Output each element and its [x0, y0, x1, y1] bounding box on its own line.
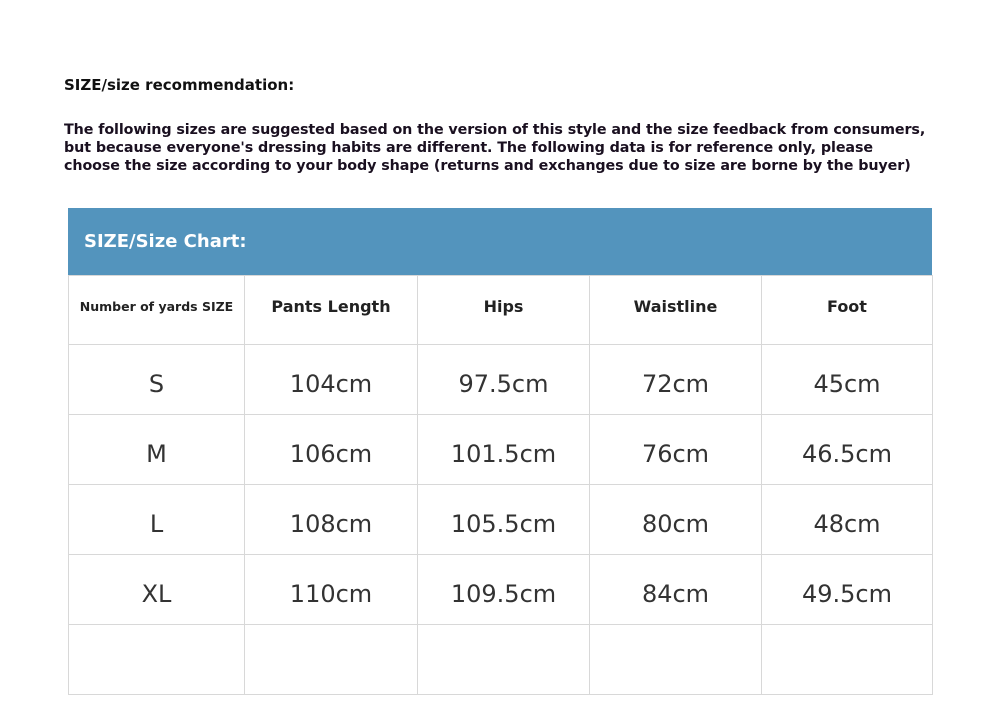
table-header-row: Number of yards SIZE Pants Length Hips Wais… — [68, 275, 933, 345]
table-row: XL 110cm 109.5cm 84cm 49.5cm — [68, 554, 933, 625]
table-cell: 49.5cm — [761, 554, 933, 625]
table-cell: 46.5cm — [761, 414, 933, 485]
table-row — [68, 624, 933, 695]
table-cell: 108cm — [244, 484, 418, 555]
table-cell: S — [68, 344, 245, 415]
size-table: Number of yards SIZE Pants Length Hips Wais… — [68, 275, 933, 695]
table-cell: M — [68, 414, 245, 485]
size-chart-heading: SIZE/Size Chart: — [68, 208, 932, 275]
table-cell: 109.5cm — [417, 554, 590, 625]
intro-text: The following sizes are suggested based … — [64, 122, 926, 174]
table-row: M 106cm 101.5cm 76cm 46.5cm — [68, 414, 933, 485]
table-cell: 106cm — [244, 414, 418, 485]
table-cell — [417, 624, 590, 695]
table-cell: 101.5cm — [417, 414, 590, 485]
column-header: Hips — [417, 275, 590, 345]
page-title: SIZE/size recommendation: — [64, 76, 295, 94]
column-header: Pants Length — [244, 275, 418, 345]
table-cell — [68, 624, 245, 695]
table-cell: 72cm — [589, 344, 762, 415]
table-cell: 105.5cm — [417, 484, 590, 555]
table-cell: 45cm — [761, 344, 933, 415]
table-cell: 110cm — [244, 554, 418, 625]
table-cell: XL — [68, 554, 245, 625]
table-cell — [589, 624, 762, 695]
table-cell: 80cm — [589, 484, 762, 555]
table-cell: 48cm — [761, 484, 933, 555]
table-cell: 84cm — [589, 554, 762, 625]
column-header: Number of yards SIZE — [68, 275, 245, 345]
table-cell — [761, 624, 933, 695]
table-cell: 76cm — [589, 414, 762, 485]
table-cell: 97.5cm — [417, 344, 590, 415]
table-cell — [244, 624, 418, 695]
size-chart: SIZE/Size Chart: Number of yards SIZE Pan… — [68, 208, 933, 695]
column-header: Foot — [761, 275, 933, 345]
table-row: L 108cm 105.5cm 80cm 48cm — [68, 484, 933, 555]
table-cell: L — [68, 484, 245, 555]
column-header: Waistline — [589, 275, 762, 345]
table-cell: 104cm — [244, 344, 418, 415]
table-row: S 104cm 97.5cm 72cm 45cm — [68, 344, 933, 415]
